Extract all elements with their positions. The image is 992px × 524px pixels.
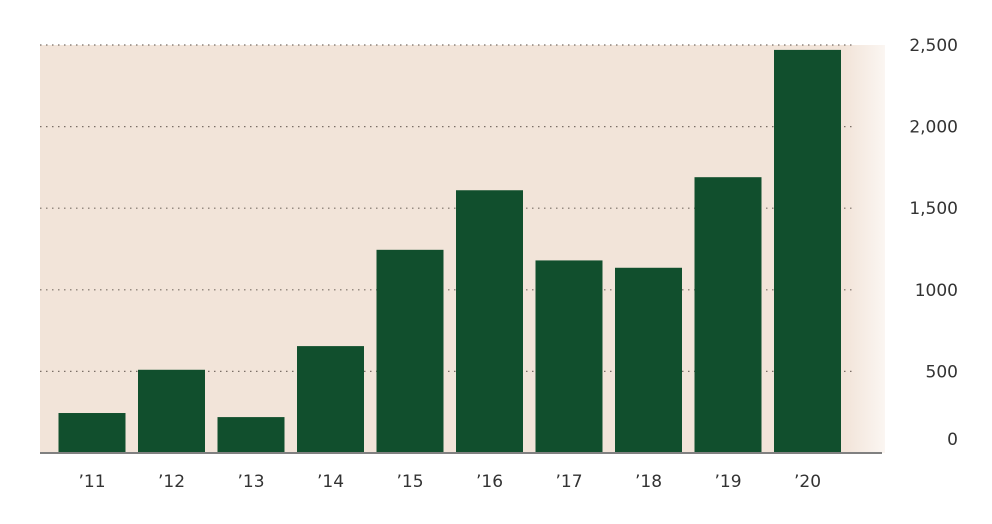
bar xyxy=(535,260,603,453)
bar xyxy=(58,413,126,453)
bar xyxy=(615,267,682,453)
x-tick-label: ’18 xyxy=(635,472,662,492)
x-axis-tick-labels: ’11 ’12 ’13 ’14 ’15 ’16 ’17 ’18 ’19 ’20 xyxy=(78,472,821,492)
x-tick-label: ’20 xyxy=(794,472,821,492)
y-tick-label: 500 xyxy=(926,362,958,382)
x-tick-label: ’13 xyxy=(237,472,264,492)
x-tick-label: ’16 xyxy=(476,472,503,492)
bar xyxy=(456,190,523,454)
y-tick-label: 1000 xyxy=(915,281,958,301)
x-tick-label: ’14 xyxy=(317,472,344,492)
plot-background-fade xyxy=(845,45,885,453)
y-tick-label: 1,500 xyxy=(909,199,958,219)
x-tick-label: ’12 xyxy=(158,472,185,492)
bar xyxy=(694,177,762,453)
bar xyxy=(217,417,285,453)
bar xyxy=(774,49,841,454)
x-tick-label: ’17 xyxy=(555,472,582,492)
y-tick-label: 0 xyxy=(947,430,958,450)
x-tick-label: ’19 xyxy=(714,472,741,492)
x-tick-label: ’11 xyxy=(78,472,105,492)
y-tick-label: 2,500 xyxy=(909,36,958,56)
bar xyxy=(138,369,205,453)
y-tick-label: 2,000 xyxy=(909,118,958,138)
bars xyxy=(58,49,841,454)
bar xyxy=(297,346,364,453)
y-axis-tick-labels: 0 500 1000 1,500 2,000 2,500 xyxy=(909,36,958,450)
bar xyxy=(376,249,444,453)
x-tick-label: ’15 xyxy=(396,472,423,492)
